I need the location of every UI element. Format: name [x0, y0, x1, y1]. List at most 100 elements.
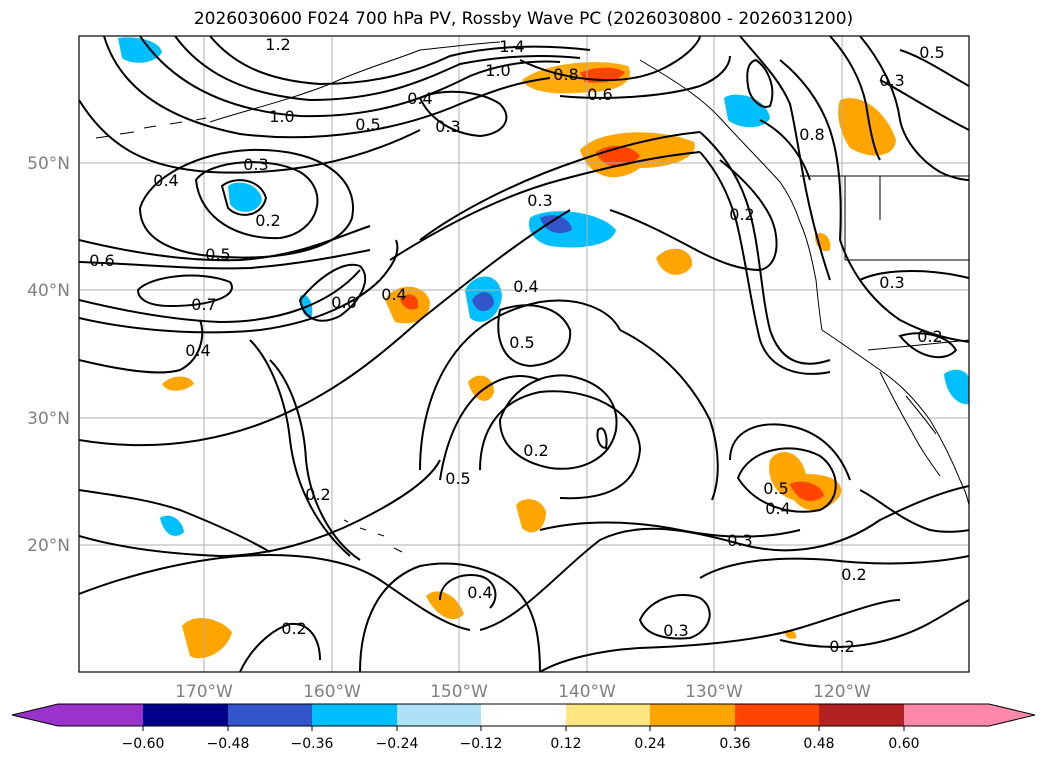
pv-contour-line	[519, 36, 701, 82]
colorbar-tick-label: −0.36	[291, 736, 334, 752]
pv-contour-line	[539, 521, 801, 538]
contour-label: 0.3	[243, 155, 268, 174]
pv-contour-line	[498, 374, 618, 470]
alaska-coast	[209, 41, 501, 123]
contour-label: 0.2	[917, 327, 942, 346]
pv-contour-line	[559, 55, 731, 99]
contour-label: 0.6	[89, 251, 114, 270]
pv-contour-line	[79, 489, 271, 553]
lon-label: 130°W	[685, 682, 743, 702]
contour-label: 0.4	[513, 277, 538, 296]
pv-contour-line	[359, 562, 541, 672]
pv-contour-line	[779, 59, 842, 241]
colorbar-tick-label: −0.60	[122, 736, 165, 752]
lat-label: 30°N	[27, 409, 70, 429]
colorbar-swatch	[566, 704, 650, 726]
contour-label: 0.5	[509, 333, 534, 352]
pv-contour-line	[699, 131, 831, 365]
rossby-wave-pc-shading	[118, 37, 969, 659]
pv-contour-line	[736, 447, 837, 513]
contour-label: 0.5	[763, 479, 788, 498]
colorbar-swatch	[58, 704, 143, 726]
pv-contour-line	[103, 36, 551, 139]
colorbar-swatch	[312, 704, 397, 726]
pv-contour-line	[699, 555, 969, 579]
colorbar-tick-label: 0.36	[719, 736, 750, 752]
pv-contour-line	[79, 99, 421, 174]
contour-label: 0.5	[355, 115, 380, 134]
pv-contour-line	[79, 225, 371, 262]
pv-contour-line	[497, 304, 572, 368]
pv-contour-line	[859, 270, 969, 281]
neg-anomaly-shade	[228, 182, 262, 212]
contour-label: 0.7	[191, 295, 216, 314]
pos-anomaly-shade	[182, 618, 232, 659]
pv-contour-line	[839, 239, 969, 343]
colorbar-tick-label: 0.48	[803, 736, 834, 752]
pv-contour-line	[79, 459, 441, 558]
contour-label: 0.3	[727, 531, 752, 550]
lat-label: 50°N	[27, 154, 70, 174]
pv-contour-line	[79, 269, 361, 324]
colorbar-tick-label: −0.12	[460, 736, 503, 752]
contour-label: 0.4	[765, 499, 790, 518]
pv-contour-line	[209, 36, 591, 86]
lon-label: 150°W	[430, 682, 488, 702]
contour-label: 0.3	[879, 71, 904, 90]
pv-contour-line	[439, 574, 497, 609]
pos-anomaly-shade	[790, 481, 824, 501]
gridlines	[79, 36, 969, 672]
pos-anomaly-shade	[656, 248, 693, 275]
colorbar-extend-low	[12, 704, 58, 726]
colorbar-tick-label: 0.60	[888, 736, 919, 752]
colorbar-swatch	[819, 704, 904, 726]
neg-anomaly-shade	[160, 515, 184, 536]
pv-contour-line	[139, 36, 561, 118]
pv-contour-line	[298, 263, 367, 322]
pos-anomaly-shade	[400, 294, 419, 310]
hawaii-islands	[343, 519, 403, 553]
pv-contour-line	[829, 36, 881, 161]
contour-label: 0.4	[467, 583, 492, 602]
lat-label: 40°N	[27, 281, 70, 301]
pv-contour-line	[138, 148, 354, 259]
contour-labels: 1.2 1.4 1.0 0.5 0.3 0.8 0.6 1.0 0.5 0.4 …	[89, 35, 944, 656]
pv-contour-line	[439, 375, 541, 481]
contour-label: 1.2	[265, 35, 290, 54]
colorbar-swatch	[904, 704, 989, 726]
contour-label: 0.2	[841, 565, 866, 584]
contour-label: 0.2	[255, 211, 280, 230]
pv-contour-line	[79, 239, 399, 334]
pv-contour-line	[479, 390, 642, 500]
neg-anomaly-shade	[472, 292, 494, 312]
contour-label: 0.2	[305, 485, 330, 504]
contour-label: 0.4	[153, 171, 178, 190]
pv-contour-line	[638, 594, 711, 640]
pv-contours	[79, 36, 969, 672]
us-state-border	[800, 175, 969, 261]
colorbar-extend-high	[989, 704, 1035, 726]
contour-label: 0.8	[799, 125, 824, 144]
colorbar-tick-label: 0.24	[634, 736, 665, 752]
lon-label: 140°W	[558, 682, 616, 702]
pv-contour-line	[898, 332, 958, 359]
contour-label: 0.6	[331, 293, 356, 312]
pv-contour-line	[136, 274, 233, 308]
contour-label: 0.8	[553, 65, 578, 84]
alaska-panhandle-coast	[639, 59, 801, 223]
contour-label: 0.3	[435, 117, 460, 136]
pv-contour-line	[79, 319, 204, 374]
contour-label: 0.6	[587, 85, 612, 104]
neg-anomaly-shade	[724, 94, 770, 128]
colorbar-swatch	[143, 704, 228, 726]
contour-label: 0.2	[729, 205, 754, 224]
pv-contour-line	[619, 329, 719, 501]
contour-label: 1.0	[269, 107, 294, 126]
pv-contour-line	[859, 489, 969, 533]
pos-anomaly-shade	[838, 98, 896, 156]
pos-anomaly-shade	[162, 376, 194, 391]
contour-label: 0.5	[445, 469, 470, 488]
neg-anomaly-shade	[540, 215, 572, 234]
colorbar-tick-label: −0.24	[376, 736, 419, 752]
